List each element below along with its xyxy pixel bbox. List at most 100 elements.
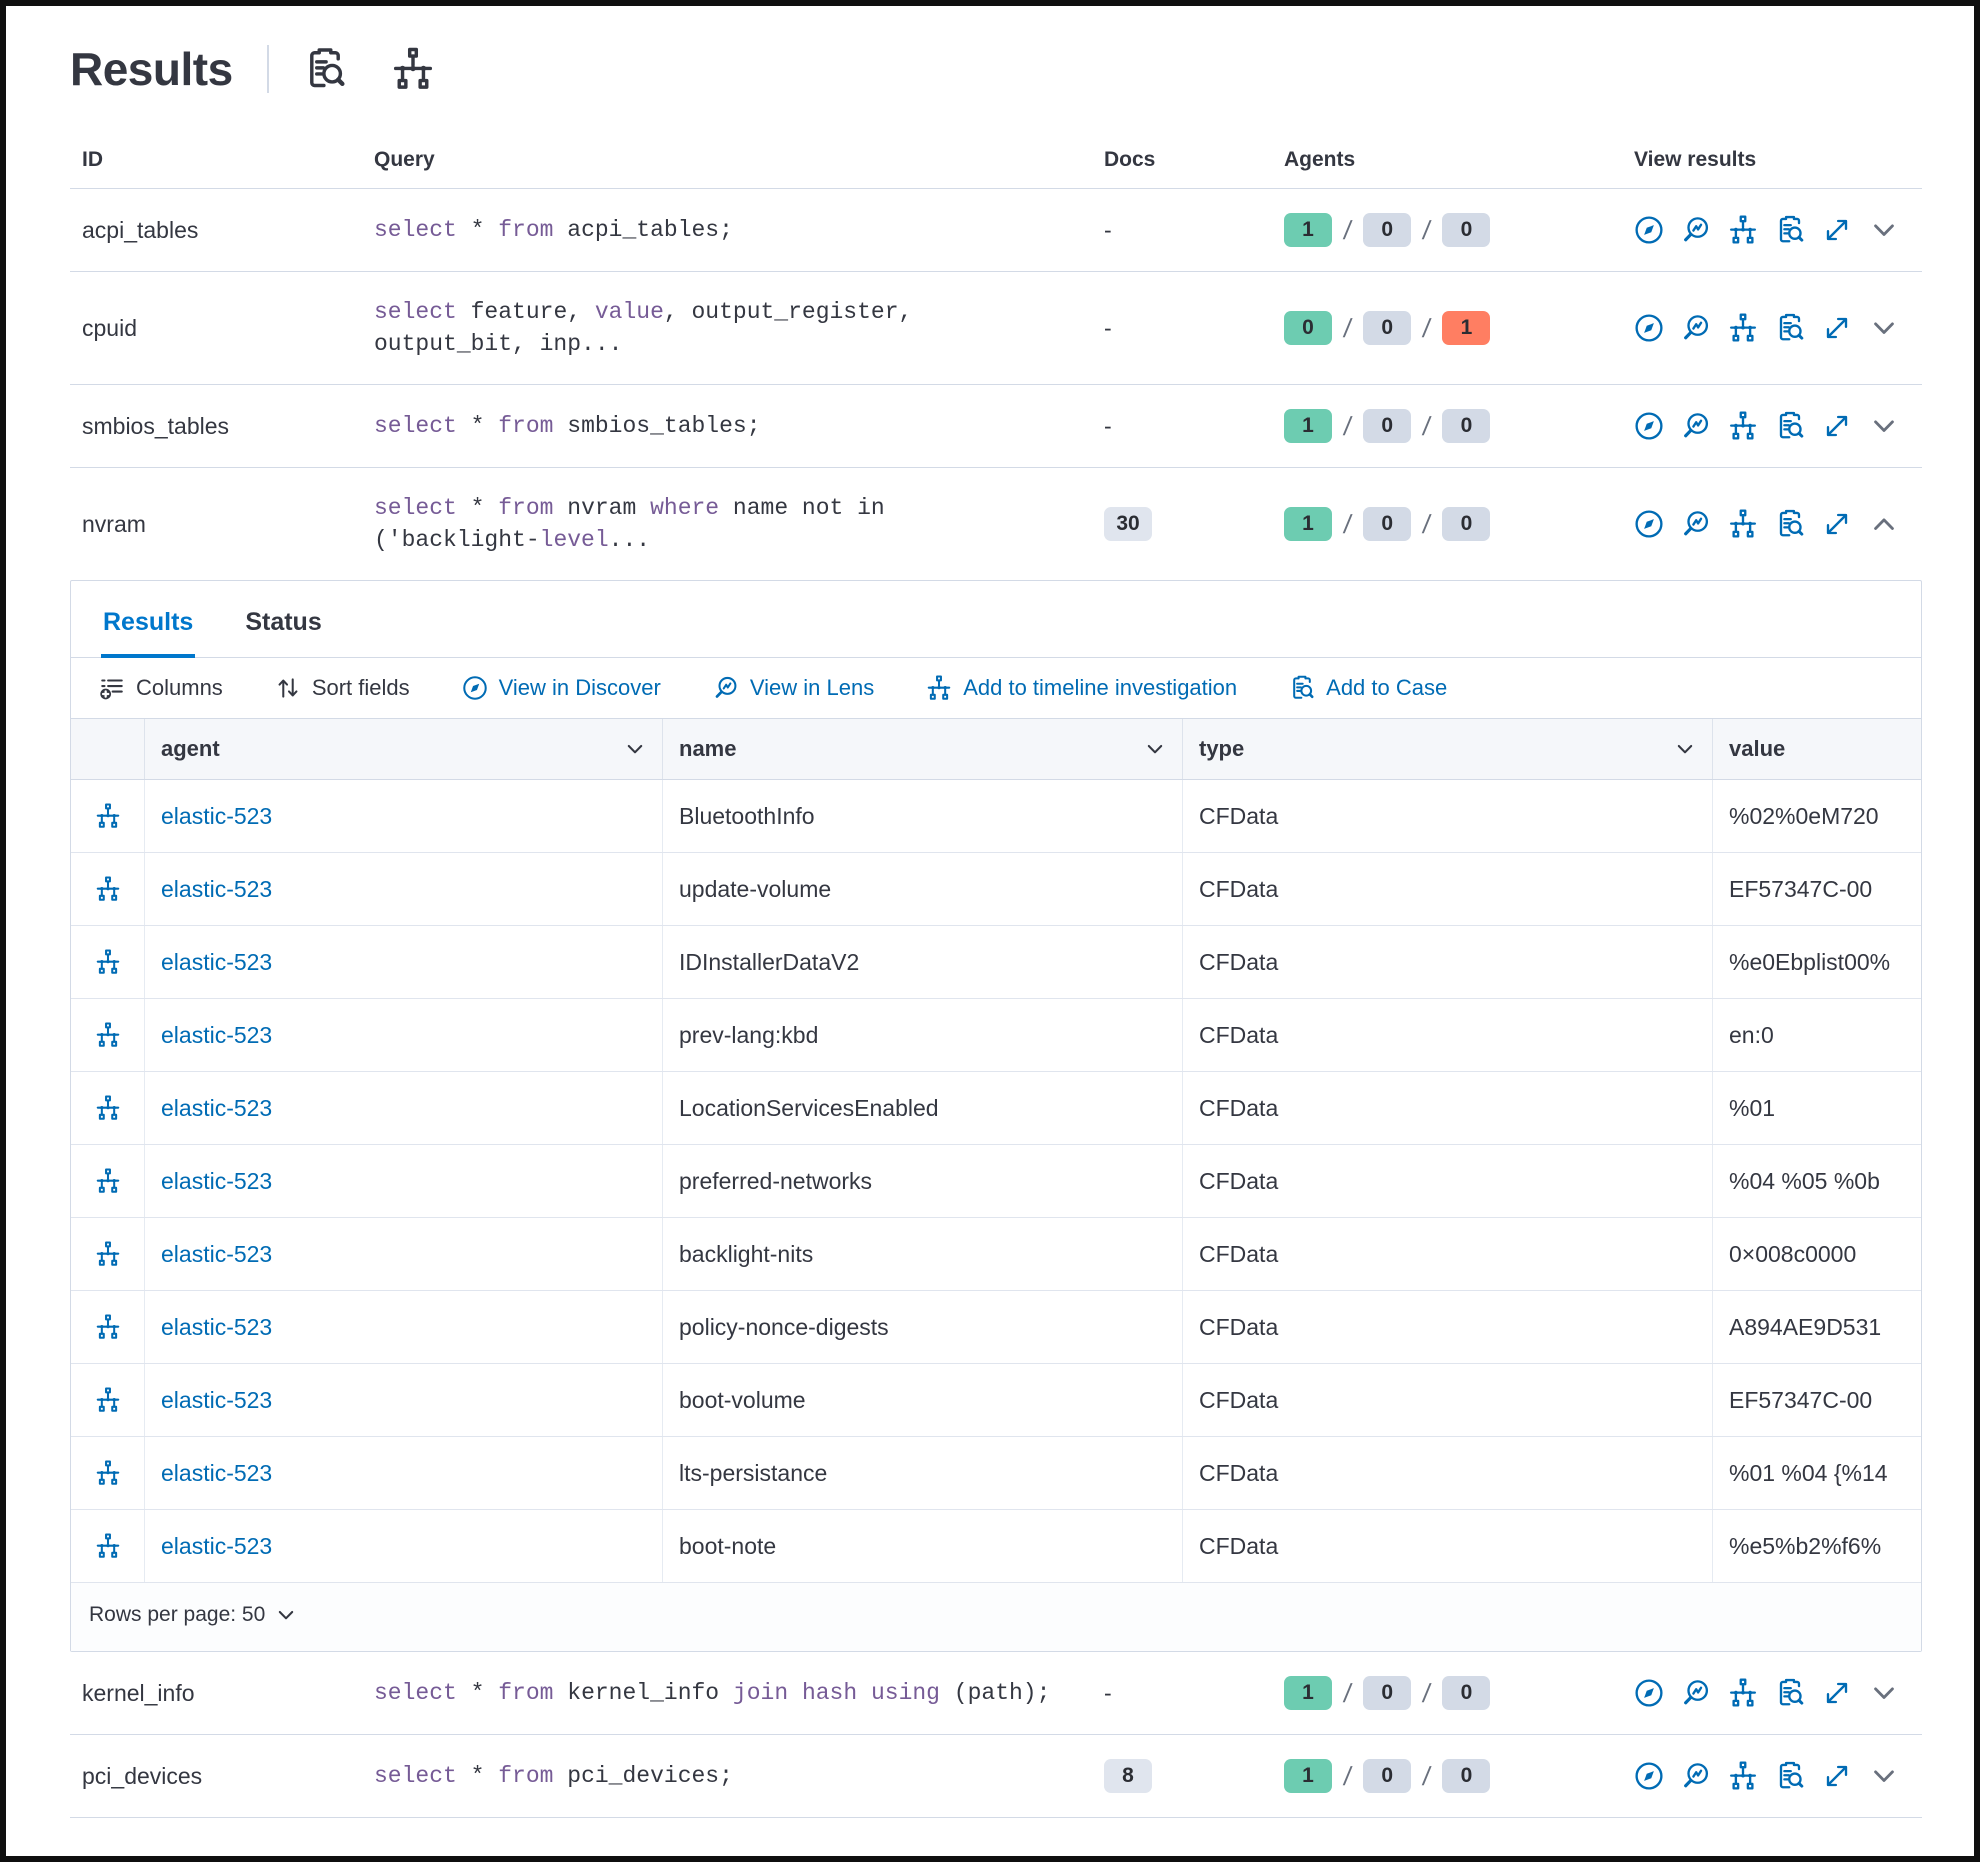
case-icon[interactable] <box>1775 313 1805 343</box>
timeline-icon[interactable] <box>95 1460 121 1486</box>
timeline-icon[interactable] <box>391 47 435 91</box>
case-icon[interactable] <box>1775 509 1805 539</box>
timeline-icon[interactable] <box>1728 1761 1758 1791</box>
agent-link[interactable]: elastic-523 <box>161 1167 273 1194</box>
discover-icon[interactable] <box>1634 509 1664 539</box>
name-cell: IDInstallerDataV2 <box>663 926 1183 998</box>
discover-icon[interactable] <box>1634 313 1664 343</box>
value-cell: en:0 <box>1729 1021 1774 1048</box>
timeline-icon[interactable] <box>95 1314 121 1340</box>
timeline-icon[interactable] <box>1728 215 1758 245</box>
agent-link[interactable]: elastic-523 <box>161 1313 273 1340</box>
grid-column-header-type[interactable]: type <box>1183 719 1713 779</box>
expand-icon[interactable] <box>1822 313 1852 343</box>
agents-separator: / <box>1341 214 1354 245</box>
case-icon <box>1289 675 1315 701</box>
timeline-icon[interactable] <box>1728 1678 1758 1708</box>
chevron-up-icon[interactable] <box>1869 509 1899 539</box>
timeline-icon[interactable] <box>95 1168 121 1194</box>
expand-icon[interactable] <box>1822 411 1852 441</box>
timeline-icon[interactable] <box>95 949 121 975</box>
tab-status[interactable]: Status <box>245 608 322 636</box>
chevron-down-icon[interactable] <box>1869 215 1899 245</box>
chevron-down-icon[interactable] <box>1869 1678 1899 1708</box>
lens-icon[interactable] <box>1681 411 1711 441</box>
discover-icon[interactable] <box>1634 411 1664 441</box>
timeline-icon[interactable] <box>95 1241 121 1267</box>
case-icon[interactable] <box>1775 1678 1805 1708</box>
case-icon[interactable] <box>1775 215 1805 245</box>
chevron-down-icon[interactable] <box>1869 411 1899 441</box>
toolbar-view-in-discover[interactable]: View in Discover <box>462 675 661 701</box>
row-actions-cell <box>71 1437 145 1509</box>
lens-icon <box>713 675 739 701</box>
lens-icon[interactable] <box>1681 215 1711 245</box>
value-cell: EF57347C-00 <box>1729 875 1873 902</box>
lens-icon[interactable] <box>1681 509 1711 539</box>
agent-link[interactable]: elastic-523 <box>161 802 273 829</box>
query-view-actions <box>1622 191 1922 269</box>
type-cell: CFData <box>1183 1364 1713 1436</box>
timeline-icon[interactable] <box>95 803 121 829</box>
agent-link[interactable]: elastic-523 <box>161 1021 273 1048</box>
lens-icon[interactable] <box>1681 1678 1711 1708</box>
timeline-icon[interactable] <box>95 1533 121 1559</box>
result-row: elastic-523 LocationServicesEnabled CFDa… <box>71 1072 1921 1145</box>
row-actions-column-header <box>71 719 145 779</box>
expand-icon[interactable] <box>1822 1761 1852 1791</box>
lens-icon[interactable] <box>1681 313 1711 343</box>
expand-icon[interactable] <box>1822 215 1852 245</box>
discover-icon[interactable] <box>1634 1761 1664 1791</box>
grid-column-header-agent[interactable]: agent <box>145 719 663 779</box>
timeline-icon[interactable] <box>95 1387 121 1413</box>
chevron-down-icon[interactable] <box>1144 738 1166 760</box>
timeline-icon[interactable] <box>1728 509 1758 539</box>
tab-results[interactable]: Results <box>101 581 196 658</box>
chevron-down-icon[interactable] <box>1869 1761 1899 1791</box>
agents-pending-badge: 0 <box>1363 507 1412 541</box>
timeline-icon[interactable] <box>1728 313 1758 343</box>
case-icon[interactable] <box>1775 1761 1805 1791</box>
query-docs-count: - <box>1104 1679 1112 1706</box>
inspect-icon[interactable] <box>303 47 347 91</box>
grid-column-header-name[interactable]: name <box>663 719 1183 779</box>
discover-icon[interactable] <box>1634 1678 1664 1708</box>
query-id: pci_devices <box>82 1762 203 1789</box>
discover-icon[interactable] <box>1634 215 1664 245</box>
agent-link[interactable]: elastic-523 <box>161 1532 273 1559</box>
agent-link[interactable]: elastic-523 <box>161 948 273 975</box>
agent-cell: elastic-523 <box>145 926 663 998</box>
grid-column-header-value[interactable]: value <box>1729 736 1786 761</box>
agents-separator: / <box>1421 410 1433 441</box>
type-cell: CFData <box>1183 1510 1713 1582</box>
agent-link[interactable]: elastic-523 <box>161 1386 273 1413</box>
rows-per-page-control[interactable]: Rows per page: 50 <box>89 1603 266 1626</box>
query-row-acpi_tables: acpi_tables select * from acpi_tables; -… <box>70 189 1922 272</box>
result-row: elastic-523 preferred-networks CFData %0… <box>71 1145 1921 1218</box>
result-row: elastic-523 IDInstallerDataV2 CFData %e0… <box>71 926 1921 999</box>
agent-link[interactable]: elastic-523 <box>161 875 273 902</box>
timeline-icon[interactable] <box>1728 411 1758 441</box>
chevron-down-icon[interactable] <box>275 1604 297 1626</box>
case-icon[interactable] <box>1775 411 1805 441</box>
toolbar-view-in-lens[interactable]: View in Lens <box>713 675 874 701</box>
chevron-down-icon[interactable] <box>1869 313 1899 343</box>
timeline-icon[interactable] <box>95 1022 121 1048</box>
expand-icon[interactable] <box>1822 1678 1852 1708</box>
timeline-icon[interactable] <box>95 1095 121 1121</box>
toolbar-columns[interactable]: Columns <box>99 675 223 701</box>
column-header-agents: Agents <box>1284 148 1356 171</box>
name-cell: boot-note <box>663 1510 1183 1582</box>
timeline-icon[interactable] <box>95 876 121 902</box>
agent-link[interactable]: elastic-523 <box>161 1094 273 1121</box>
agent-link[interactable]: elastic-523 <box>161 1240 273 1267</box>
agent-link[interactable]: elastic-523 <box>161 1459 273 1486</box>
chevron-down-icon[interactable] <box>1674 738 1696 760</box>
toolbar-add-to-case[interactable]: Add to Case <box>1289 675 1447 701</box>
expand-icon[interactable] <box>1822 509 1852 539</box>
chevron-down-icon[interactable] <box>624 738 646 760</box>
toolbar-add-to-timeline-investigation[interactable]: Add to timeline investigation <box>926 675 1237 701</box>
toolbar-sort-fields[interactable]: Sort fields <box>275 675 410 701</box>
lens-icon[interactable] <box>1681 1761 1711 1791</box>
agent-cell: elastic-523 <box>145 1218 663 1290</box>
